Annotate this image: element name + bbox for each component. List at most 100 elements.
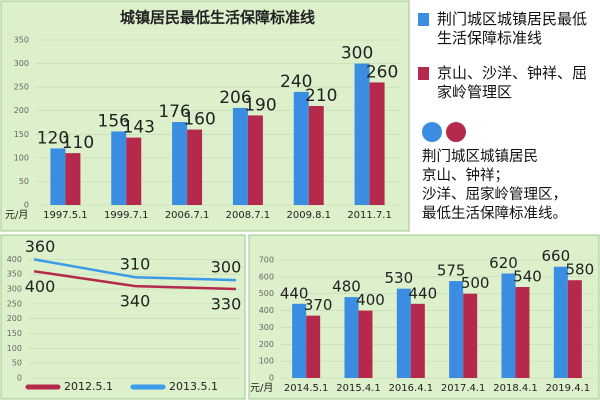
note-line: 京山、钟祥； — [422, 168, 509, 184]
y-tick-label: 600 — [259, 272, 274, 281]
data-label: 360 — [25, 237, 56, 256]
data-label: 480 — [332, 278, 361, 296]
data-label: 660 — [542, 247, 571, 265]
legend-item: 荆门城区城镇居民最低生活保障标准线 — [418, 10, 590, 48]
bar — [292, 303, 307, 378]
data-label: 176 — [158, 102, 190, 122]
legend-item: 京山、沙洋、钟祥、屈家岭管理区 — [418, 64, 590, 102]
data-label: 530 — [385, 269, 414, 287]
data-label: 540 — [513, 267, 542, 285]
data-label: 110 — [62, 133, 94, 153]
y-tick-label: 400 — [259, 306, 274, 315]
x-tick-label: 2018.4.1 — [493, 383, 538, 394]
unit-label: 元/月 — [5, 209, 28, 221]
data-label: 440 — [280, 284, 309, 302]
y-tick-label: 100 — [7, 344, 22, 353]
bar — [369, 82, 385, 205]
data-label: 330 — [211, 295, 242, 314]
data-label: 240 — [280, 72, 312, 92]
panel — [0, 234, 246, 400]
data-label: 156 — [98, 111, 130, 131]
y-tick-label: 300 — [7, 285, 22, 294]
x-tick-label: 2011.7.1 — [347, 210, 392, 221]
bar — [567, 280, 582, 378]
note: 荆门城区城镇居民 京山、钟祥； 沙洋、屈家岭管理区， 最低生活保障标准线。 — [422, 148, 567, 224]
bar — [501, 273, 516, 378]
data-label: 400 — [356, 291, 385, 309]
y-tick-label: 350 — [14, 36, 29, 45]
data-label: 300 — [341, 44, 373, 64]
bar — [306, 315, 321, 378]
data-label: 620 — [489, 254, 518, 272]
x-tick-label: 2016.4.1 — [389, 383, 434, 394]
y-tick-label: 350 — [7, 270, 22, 279]
bar — [187, 129, 203, 205]
bar — [111, 131, 127, 205]
x-tick-label: 2017.4.1 — [441, 383, 486, 394]
x-tick-label: 2009.8.1 — [286, 210, 331, 221]
bar — [65, 153, 81, 205]
data-label: 500 — [461, 274, 490, 292]
legend-label: 京山、沙洋、钟祥、屈家岭管理区 — [437, 64, 588, 101]
legend-swatch — [418, 67, 429, 80]
bar — [232, 107, 248, 205]
y-tick-label: 250 — [7, 299, 22, 308]
data-label: 440 — [409, 284, 438, 302]
bar — [172, 122, 188, 205]
data-label: 370 — [304, 296, 333, 314]
data-label: 210 — [305, 86, 337, 106]
bar — [308, 106, 324, 205]
x-tick-label: 2006.7.1 — [165, 210, 210, 221]
data-label: 400 — [25, 277, 56, 296]
bar — [410, 303, 425, 378]
bar — [354, 63, 370, 206]
note-dot — [446, 122, 466, 142]
data-label: 340 — [120, 292, 151, 311]
bar — [344, 297, 359, 378]
bar — [463, 293, 478, 378]
y-tick-label: 500 — [259, 289, 274, 298]
y-tick-label: 100 — [259, 357, 274, 366]
y-tick-label: 200 — [259, 340, 274, 349]
note-dot — [422, 122, 442, 142]
y-tick-label: 150 — [7, 329, 22, 338]
y-tick-label: 0 — [24, 201, 29, 210]
legend-label: 2012.5.1 — [64, 380, 113, 393]
bar — [515, 286, 530, 378]
y-tick-label: 0 — [269, 374, 274, 383]
x-tick-label: 2019.4.1 — [546, 383, 591, 394]
data-label: 160 — [183, 110, 215, 130]
y-tick-label: 300 — [259, 323, 274, 332]
y-tick-label: 700 — [259, 256, 274, 265]
note-line: 沙洋、屈家岭管理区， — [422, 187, 567, 203]
x-tick-label: 1997.5.1 — [43, 210, 88, 221]
y-tick-label: 50 — [12, 359, 22, 368]
legend-label: 2013.5.1 — [169, 380, 218, 393]
y-tick-label: 50 — [19, 177, 29, 186]
chart-title: 城镇居民最低生活保障标准线 — [120, 9, 315, 27]
data-label: 310 — [120, 255, 151, 274]
y-tick-label: 200 — [14, 106, 29, 115]
bar — [358, 310, 373, 378]
bar — [553, 266, 568, 378]
y-tick-label: 150 — [14, 130, 29, 139]
x-tick-label: 2008.7.1 — [226, 210, 271, 221]
x-tick-label: 2014.5.1 — [284, 383, 329, 394]
line — [33, 270, 237, 291]
x-tick-label: 2015.4.1 — [336, 383, 381, 394]
y-tick-label: 250 — [14, 83, 29, 92]
unit-label: 元/月 — [250, 382, 273, 394]
legend-swatch — [418, 13, 429, 26]
note-line: 荆门城区城镇居民 — [422, 149, 538, 165]
data-label: 206 — [219, 88, 251, 108]
data-label: 300 — [211, 258, 242, 277]
data-label: 190 — [244, 95, 276, 115]
bar — [50, 148, 66, 205]
bar — [247, 115, 263, 205]
note-line: 最低生活保障标准线。 — [422, 206, 567, 222]
line — [33, 258, 237, 282]
data-label: 580 — [566, 261, 595, 279]
bar — [126, 137, 142, 205]
